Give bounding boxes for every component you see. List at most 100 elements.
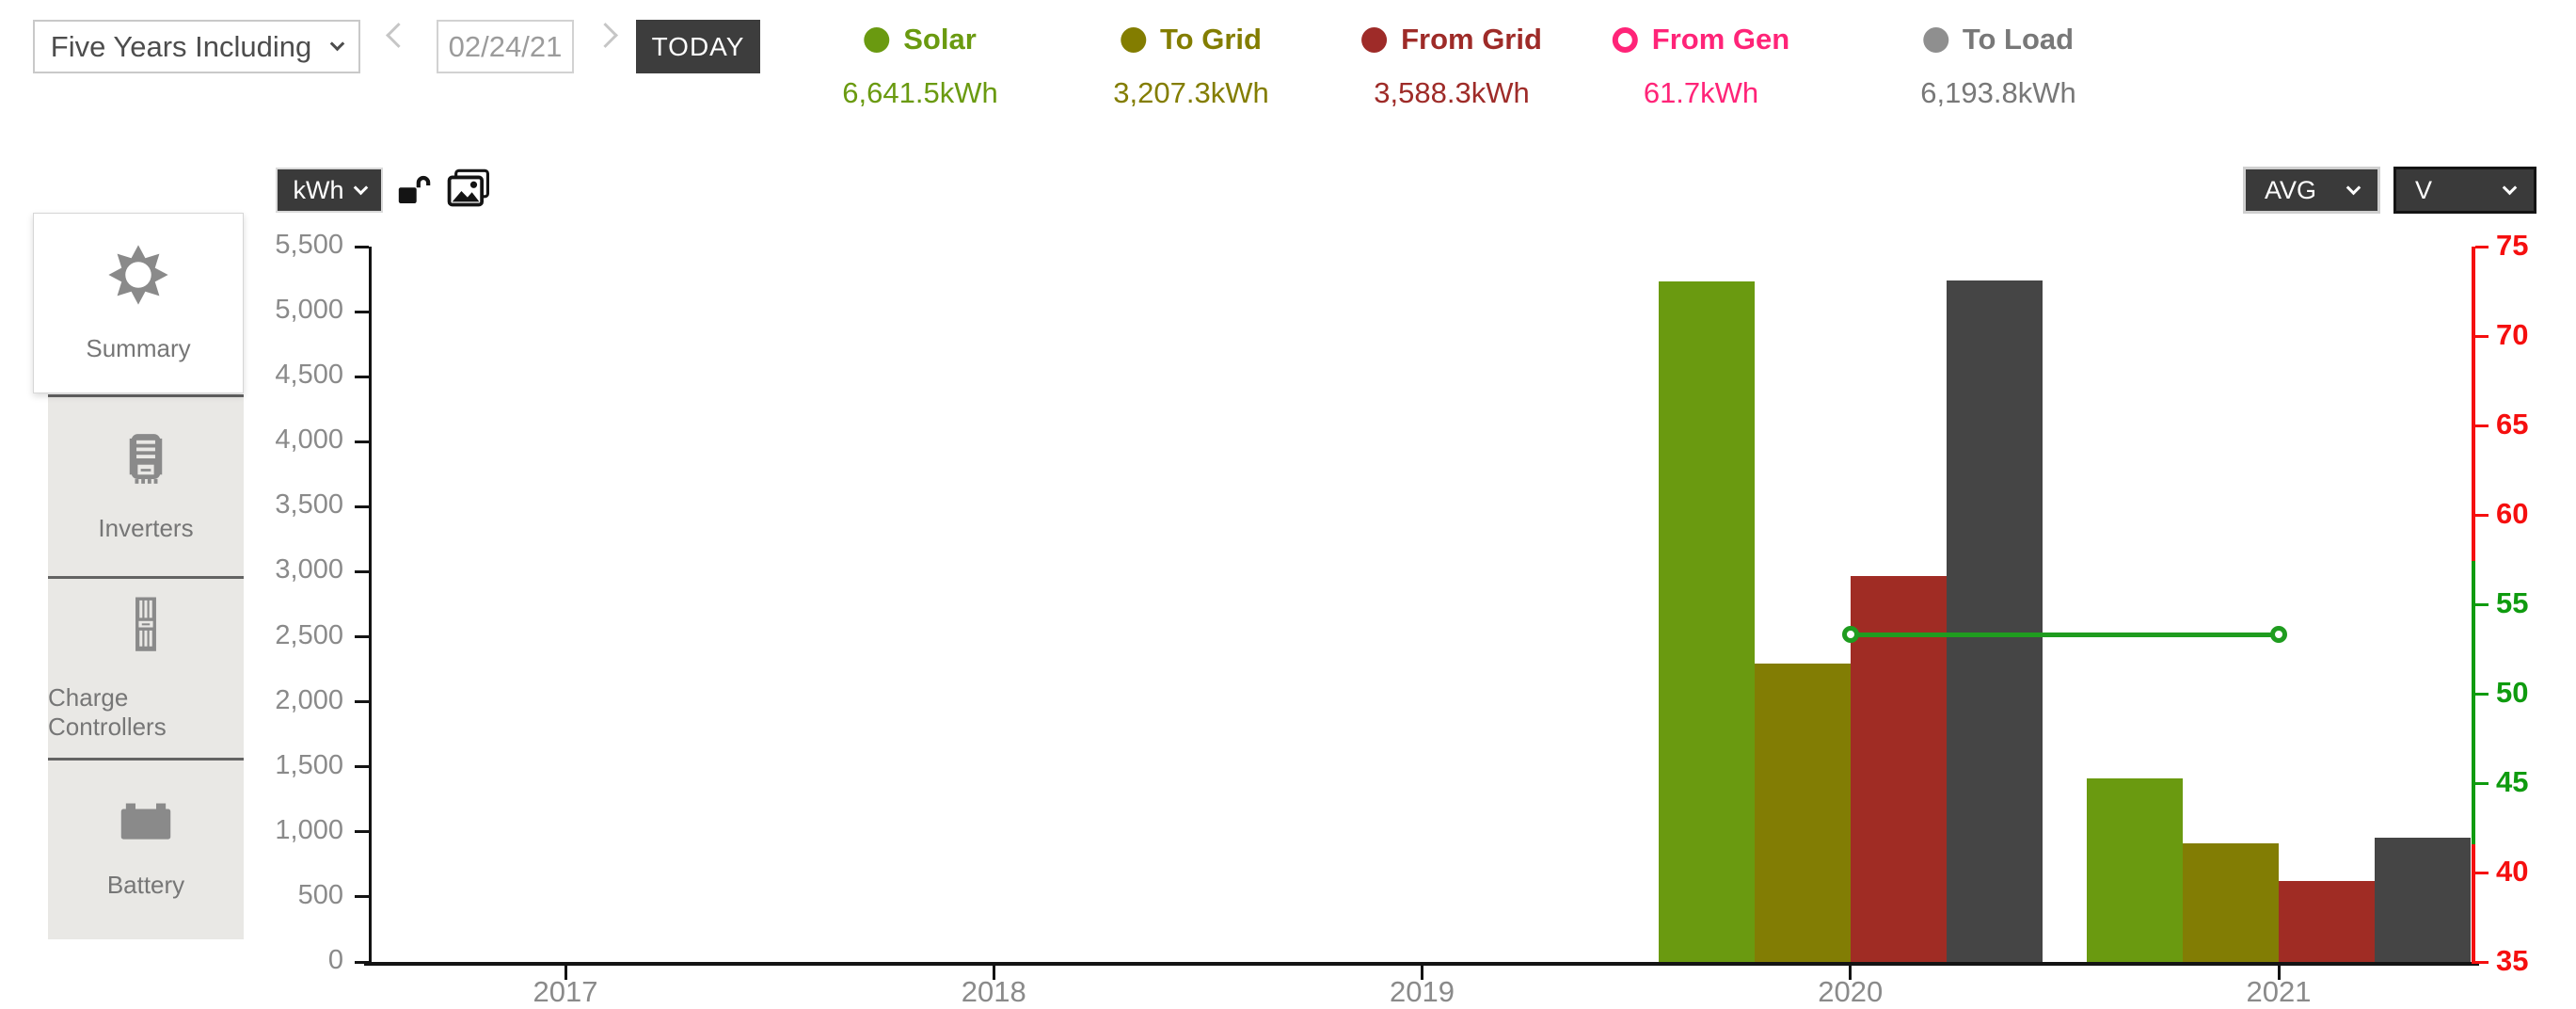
y-axis-left-tick	[355, 635, 369, 639]
x-axis-tick	[2277, 966, 2281, 980]
legend-label: From Gen	[1651, 23, 1790, 56]
voltage-unit-select[interactable]: V	[2393, 167, 2536, 214]
y-axis-left-tick	[355, 569, 369, 573]
legend-item-from-grid[interactable]: From Grid 3,588.3kWh	[1361, 23, 1542, 110]
y-axis-left-tick	[355, 830, 369, 834]
snapshot-button[interactable]	[445, 168, 492, 212]
y-axis-right-tick	[2475, 602, 2489, 606]
date-range-label: Five Years Including	[50, 29, 312, 63]
bar-solar-2020[interactable]	[1658, 281, 1755, 962]
legend-item-solar[interactable]: Solar 6,641.5kWh	[842, 23, 997, 110]
legend-label: Solar	[903, 23, 977, 56]
legend-value: 61.7kWh	[1643, 76, 1759, 109]
bar-to-load-2020[interactable]	[1946, 280, 2043, 962]
x-axis-label-2021: 2021	[2246, 975, 2312, 1008]
y-axis-left-label: 5,000	[275, 295, 343, 326]
unlocked-padlock-icon	[398, 175, 431, 203]
y-axis-left-tick	[355, 960, 369, 964]
y-axis-left-label: 4,000	[275, 424, 343, 456]
legend-value: 3,207.3kWh	[1113, 76, 1269, 109]
y-axis-left-tick	[355, 440, 369, 443]
charge-controller-icon	[135, 597, 156, 651]
y-axis-right-green-band	[2472, 561, 2475, 844]
y-axis-left-label: 5,500	[275, 230, 343, 260]
sidebar-item-charge-controllers[interactable]: Charge Controllers	[48, 576, 244, 758]
date-value: 02/24/21	[448, 29, 563, 63]
sun-icon	[108, 244, 168, 305]
x-axis-label-2019: 2019	[1390, 975, 1455, 1008]
line-avg-v-segment	[1850, 632, 2279, 637]
legend-value: 6,641.5kWh	[842, 76, 998, 109]
legend-value: 6,193.8kWh	[1920, 76, 2076, 109]
legend-label: To Grid	[1160, 23, 1262, 56]
y-axis-left-tick	[355, 765, 369, 769]
x-axis-tick	[992, 966, 995, 980]
bar-to-load-2021[interactable]	[2375, 838, 2471, 962]
y-axis-right-label: 50	[2496, 676, 2529, 709]
y-axis-right-red-upper	[2472, 247, 2475, 562]
y-axis-right-tick	[2475, 245, 2489, 248]
y-axis-left-tick	[355, 375, 369, 378]
sidebar-item-label: Charge Controllers	[48, 683, 167, 741]
image-stack-icon	[447, 168, 489, 207]
today-button[interactable]: TODAY	[636, 20, 760, 73]
y-axis-right-tick	[2475, 781, 2489, 785]
unlock-button[interactable]	[395, 170, 437, 212]
y-axis-right-tick	[2475, 513, 2489, 517]
sidebar-item-label: Battery	[106, 870, 185, 899]
y-axis-left-tick	[355, 245, 369, 248]
y-axis-right-label: 35	[2496, 944, 2529, 977]
x-axis-label-2020: 2020	[1818, 975, 1884, 1008]
x-axis-tick	[564, 966, 567, 980]
y-axis-left-label: 500	[297, 879, 343, 910]
bar-from-grid-2021[interactable]	[2279, 880, 2375, 962]
y-axis-left-label: 2,500	[275, 619, 343, 650]
to-grid-legend-dot-icon	[1121, 26, 1147, 53]
sidebar-item-summary[interactable]: Summary	[33, 213, 244, 393]
sidebar-item-label: Inverters	[98, 513, 194, 542]
y-axis-left-label: 1,500	[275, 749, 343, 780]
date-input[interactable]: 02/24/21	[437, 20, 574, 73]
y-axis-right-red-lower	[2472, 843, 2475, 964]
bar-to-grid-2020[interactable]	[1754, 663, 1851, 962]
battery-icon	[120, 803, 171, 840]
to-load-legend-dot-icon	[1922, 26, 1948, 53]
aggregation-select[interactable]: AVG	[2243, 167, 2380, 214]
y-axis-left	[369, 247, 372, 965]
date-range-select[interactable]: Five Years Including	[33, 20, 360, 73]
legend-label: From Grid	[1401, 23, 1542, 56]
sidebar-item-label: Summary	[86, 333, 191, 362]
x-axis-tick	[1849, 966, 1852, 980]
y-axis-right-tick	[2475, 871, 2489, 874]
legend-item-from-gen[interactable]: From Gen 61.7kWh	[1612, 23, 1790, 110]
legend-item-to-load[interactable]: To Load 6,193.8kWh	[1920, 23, 2075, 110]
line-avg-v-marker[interactable]	[2270, 626, 2287, 644]
y-axis-right-label: 55	[2496, 586, 2529, 619]
y-axis-left-tick	[355, 895, 369, 899]
legend-label: To Load	[1962, 23, 2075, 56]
sidebar-item-inverters[interactable]: Inverters	[48, 394, 244, 576]
y-axis-left-label: 4,500	[275, 360, 343, 391]
y-axis-left-label: 3,000	[275, 554, 343, 585]
x-axis-label-2018: 2018	[961, 975, 1026, 1008]
y-axis-left-label: 1,000	[275, 814, 343, 845]
x-axis-label-2017: 2017	[533, 975, 598, 1008]
line-avg-v-marker[interactable]	[1841, 626, 1859, 644]
bar-from-grid-2020[interactable]	[1850, 576, 1947, 962]
bar-to-grid-2021[interactable]	[2183, 842, 2279, 962]
y-axis-left-label: 2,000	[275, 684, 343, 715]
y-axis-right-label: 75	[2496, 229, 2529, 262]
y-axis-right-tick	[2475, 692, 2489, 696]
unit-select[interactable]: kWh	[276, 168, 383, 213]
unit-label: kWh	[293, 175, 344, 204]
y-axis-right-label: 70	[2496, 318, 2529, 351]
y-axis-right-tick	[2475, 960, 2489, 964]
bar-solar-2021[interactable]	[2087, 778, 2183, 962]
legend-item-to-grid[interactable]: To Grid 3,207.3kWh	[1113, 23, 1268, 110]
sidebar-item-battery[interactable]: Battery	[48, 758, 244, 939]
inverter-icon	[129, 433, 163, 484]
y-axis-left-tick	[355, 504, 369, 508]
y-axis-left-tick	[355, 310, 369, 313]
